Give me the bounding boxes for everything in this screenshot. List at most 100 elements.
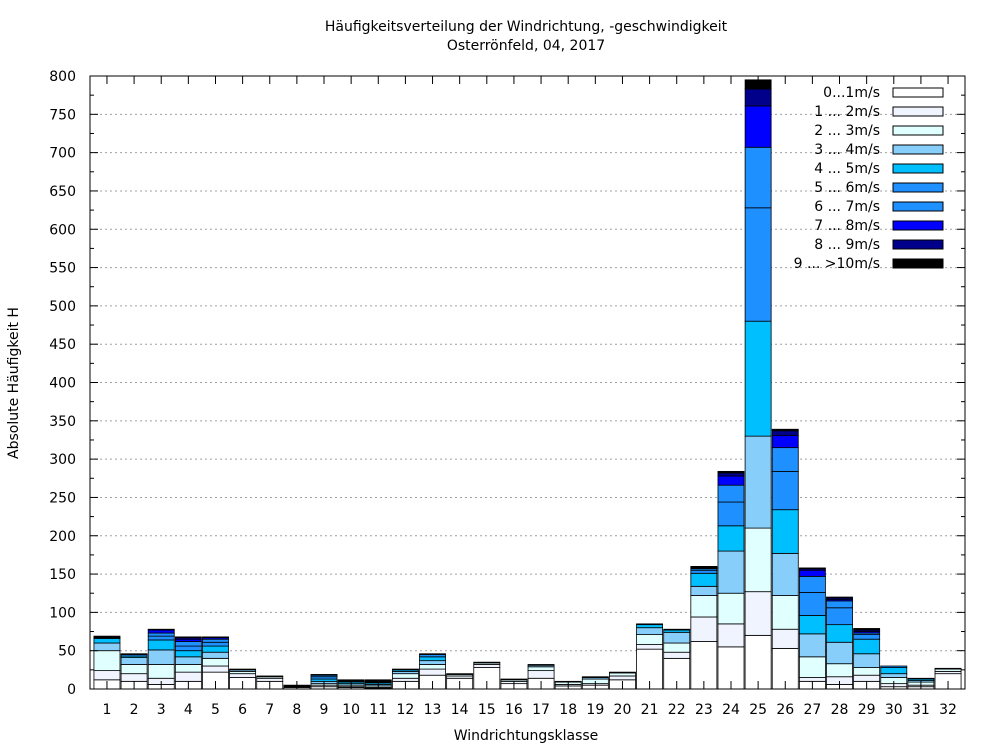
bar-segment <box>744 320 772 437</box>
y-tick-label: 400 <box>49 376 76 392</box>
bar-segment <box>364 679 392 681</box>
bar-segment <box>717 525 745 552</box>
bar-segment <box>391 677 419 682</box>
bar-segment <box>419 668 446 676</box>
bar-segment <box>636 623 664 626</box>
bar-segment <box>744 105 772 148</box>
bar-segment <box>174 636 202 639</box>
bar-segment <box>717 470 745 474</box>
bar-segment <box>771 595 799 630</box>
bar-segment <box>473 664 501 668</box>
bar-segment <box>853 638 881 655</box>
bar-segment <box>202 651 229 659</box>
bar-segment <box>419 660 446 665</box>
bar-segment <box>771 552 799 596</box>
y-tick-label: 600 <box>49 222 76 238</box>
bar-segment <box>93 635 121 638</box>
bar-segment <box>473 661 501 664</box>
bar-segment <box>419 653 446 655</box>
x-tick-label: 18 <box>559 702 577 718</box>
x-tick-label: 10 <box>342 702 360 718</box>
bar-segment <box>690 595 718 618</box>
bar-segment <box>744 207 772 322</box>
bar-segment <box>174 664 202 673</box>
bar-segment <box>527 670 555 679</box>
bar-segment <box>853 674 881 682</box>
bar-segment <box>690 566 718 568</box>
bar-segment <box>636 634 664 645</box>
y-tick-label: 0 <box>67 682 76 698</box>
x-tick-label: 30 <box>885 702 903 718</box>
bar-segment <box>717 475 745 486</box>
bar-segment <box>853 667 881 676</box>
bar-segment <box>147 649 175 665</box>
x-axis-label: Windrichtungsklasse <box>454 728 599 744</box>
x-tick-label: 11 <box>369 702 387 718</box>
bar-segment <box>120 653 148 655</box>
bar-segment <box>229 673 257 678</box>
x-tick-label: 22 <box>668 702 686 718</box>
bar-segment <box>147 628 175 631</box>
x-tick-label: 1 <box>102 702 111 718</box>
bar-segment <box>853 653 881 668</box>
bar-segment <box>202 665 229 673</box>
x-tick-label: 27 <box>803 702 821 718</box>
bar-segment <box>527 664 555 666</box>
y-tick-label: 550 <box>49 261 76 277</box>
bar-segment <box>609 671 636 674</box>
bar-segment <box>147 639 175 651</box>
grid <box>90 113 965 652</box>
bar-segment <box>256 677 284 682</box>
bar-segment <box>826 624 853 643</box>
bar-segment <box>609 672 636 677</box>
bar-segment <box>798 656 826 678</box>
bar-segment <box>717 501 745 527</box>
bar-segment <box>446 673 474 675</box>
bar-segment <box>581 676 609 678</box>
y-tick-label: 450 <box>49 337 76 353</box>
bar-segment <box>798 615 826 635</box>
bar-segment <box>636 627 664 635</box>
bar-segment <box>880 665 908 668</box>
bar-segment <box>147 632 175 637</box>
x-tick-label: 25 <box>749 702 767 718</box>
x-tick-label: 32 <box>939 702 957 718</box>
bar-segment <box>744 435 772 529</box>
bar-segment <box>798 567 826 570</box>
bar-segment <box>147 664 175 679</box>
y-tick-label: 200 <box>49 529 76 545</box>
bar-segment <box>798 633 826 658</box>
bar-segment <box>120 673 148 682</box>
bar-segment <box>174 656 202 665</box>
legend-swatch <box>892 220 944 231</box>
x-tick-label: 9 <box>320 702 329 718</box>
bar-segment <box>717 550 745 594</box>
bar-segment <box>636 624 664 629</box>
bar-segment <box>93 638 121 644</box>
legend-label: 5 ... 6m/s <box>814 180 880 196</box>
bar-segment <box>202 638 229 643</box>
x-tick-label: 4 <box>184 702 193 718</box>
legend-label: 7 ... 8m/s <box>814 218 880 234</box>
x-tick-label: 2 <box>130 702 139 718</box>
legend-label: 4 ... 5m/s <box>814 161 880 177</box>
y-tick-label: 150 <box>49 567 76 583</box>
x-tick-label: 8 <box>292 702 301 718</box>
bar-segment <box>717 472 745 477</box>
bar-segment <box>826 596 853 599</box>
bar-segment <box>120 664 148 675</box>
bar-segment <box>798 569 826 577</box>
bar-segment <box>636 644 664 650</box>
bar-segment <box>120 657 148 665</box>
legend-label: 6 ... 7m/s <box>814 199 880 215</box>
bar-segment <box>798 575 826 593</box>
legend-label: 8 ... 9m/s <box>814 237 880 253</box>
bar-segment <box>202 645 229 653</box>
y-tick-label: 800 <box>49 69 76 85</box>
bar-segment <box>500 678 528 681</box>
legend-swatch <box>892 87 944 98</box>
x-tick-label: 3 <box>157 702 166 718</box>
bar-segment <box>202 636 229 639</box>
bar-segment <box>202 641 229 647</box>
